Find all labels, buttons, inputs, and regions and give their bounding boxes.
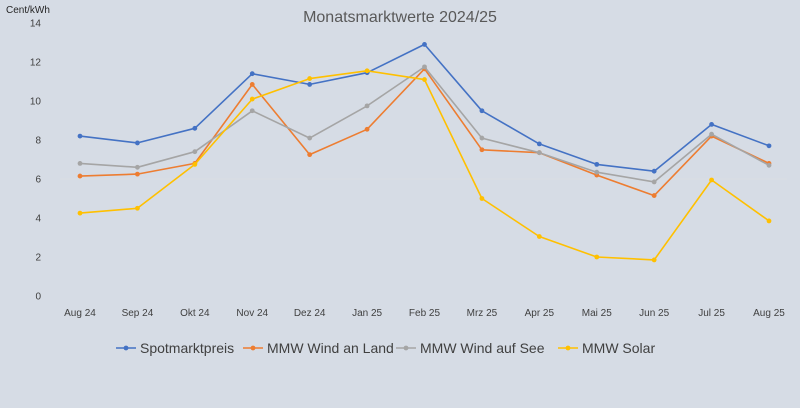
- data-point: [479, 196, 485, 201]
- legend-item: MMW Solar: [558, 340, 655, 356]
- data-point: [422, 77, 427, 82]
- x-tick-label: Mai 25: [582, 308, 612, 319]
- data-point: [192, 149, 198, 155]
- data-point: [709, 131, 714, 137]
- data-point: [651, 179, 657, 185]
- series-0: [77, 42, 772, 174]
- data-point: [594, 254, 600, 260]
- data-point: [307, 135, 313, 141]
- x-tick-label: Feb 25: [409, 308, 441, 319]
- x-tick-label: Apr 25: [525, 308, 555, 319]
- data-point: [249, 82, 255, 87]
- data-point: [77, 133, 83, 139]
- data-point: [536, 234, 542, 239]
- series-line: [79, 68, 770, 197]
- data-point: [594, 161, 600, 167]
- x-tick-label: Sep 24: [122, 308, 154, 319]
- legend-swatch-marker: [403, 345, 409, 351]
- data-point: [479, 135, 485, 141]
- legend-swatch-marker: [565, 345, 571, 351]
- legend-label: MMW Solar: [582, 340, 655, 356]
- y-axis-unit-label: Cent/kWh: [6, 5, 50, 16]
- y-tick-label: 6: [35, 175, 41, 186]
- data-point: [364, 103, 370, 109]
- data-point: [135, 205, 140, 211]
- y-tick-label: 12: [30, 58, 42, 69]
- legend-swatch-marker: [250, 345, 256, 351]
- data-point: [249, 96, 255, 102]
- legend-item: MMW Wind an Land: [243, 340, 394, 356]
- data-point: [709, 177, 714, 183]
- legend-swatch-marker: [123, 345, 129, 351]
- data-point: [135, 164, 140, 170]
- legend-label: MMW Wind auf See: [420, 340, 545, 356]
- data-point: [192, 125, 198, 131]
- legend: Spotmarktpreis MMW Wind an Land MMW Wind a…: [116, 340, 655, 356]
- data-point: [249, 108, 255, 114]
- data-point: [364, 68, 370, 74]
- legend-item: MMW Wind auf See: [396, 340, 545, 356]
- y-tick-label: 8: [35, 136, 41, 147]
- x-tick-label: Mrz 25: [467, 308, 498, 319]
- data-point: [77, 173, 83, 179]
- data-point: [249, 71, 255, 77]
- data-point: [766, 143, 772, 149]
- series-2: [77, 64, 772, 185]
- data-point: [536, 141, 542, 147]
- series-line: [79, 66, 770, 183]
- data-point: [766, 218, 772, 224]
- x-tick-label: Okt 24: [180, 308, 210, 319]
- data-point: [766, 162, 772, 168]
- x-tick-label: Jan 25: [352, 308, 382, 319]
- legend-label: MMW Wind an Land: [267, 340, 394, 356]
- x-tick-label: Dez 24: [294, 308, 326, 319]
- data-point: [192, 161, 198, 167]
- data-point: [422, 64, 427, 70]
- data-point: [77, 210, 83, 216]
- y-tick-label: 4: [35, 214, 41, 225]
- x-tick-label: Aug 25: [753, 308, 785, 319]
- axis: 0 2 4 6 8 10 12 14 Aug 24 Sep 24 Okt 24 Nov 24 Dez 2…: [30, 19, 787, 319]
- data-point: [479, 147, 485, 153]
- data-point: [594, 169, 600, 175]
- data-point: [651, 257, 657, 263]
- y-tick-label: 2: [35, 253, 41, 264]
- data-point: [135, 140, 140, 146]
- data-point: [651, 168, 657, 174]
- data-point: [364, 126, 370, 132]
- data-point: [77, 161, 83, 166]
- series-layer: [77, 42, 772, 263]
- data-point: [479, 108, 485, 114]
- data-point: [709, 122, 714, 127]
- data-point: [536, 150, 542, 156]
- data-point: [135, 171, 140, 177]
- series-3: [77, 68, 772, 263]
- data-point: [307, 82, 313, 87]
- legend-label: Spotmarktpreis: [140, 340, 234, 356]
- x-tick-label: Jul 25: [698, 308, 725, 319]
- x-tick-label: Nov 24: [236, 308, 268, 319]
- data-point: [307, 76, 313, 81]
- y-tick-label: 10: [30, 97, 42, 108]
- series-line: [79, 43, 770, 172]
- x-tick-label: Aug 24: [64, 308, 96, 319]
- legend-item: Spotmarktpreis: [116, 340, 234, 356]
- x-tick-label: Jun 25: [639, 308, 669, 319]
- y-tick-label: 14: [30, 19, 42, 30]
- chart-title: Monatsmarktwerte 2024/25: [303, 9, 497, 26]
- data-point: [651, 193, 657, 198]
- data-point: [307, 152, 313, 158]
- data-point: [422, 42, 427, 47]
- y-tick-label: 0: [35, 292, 41, 303]
